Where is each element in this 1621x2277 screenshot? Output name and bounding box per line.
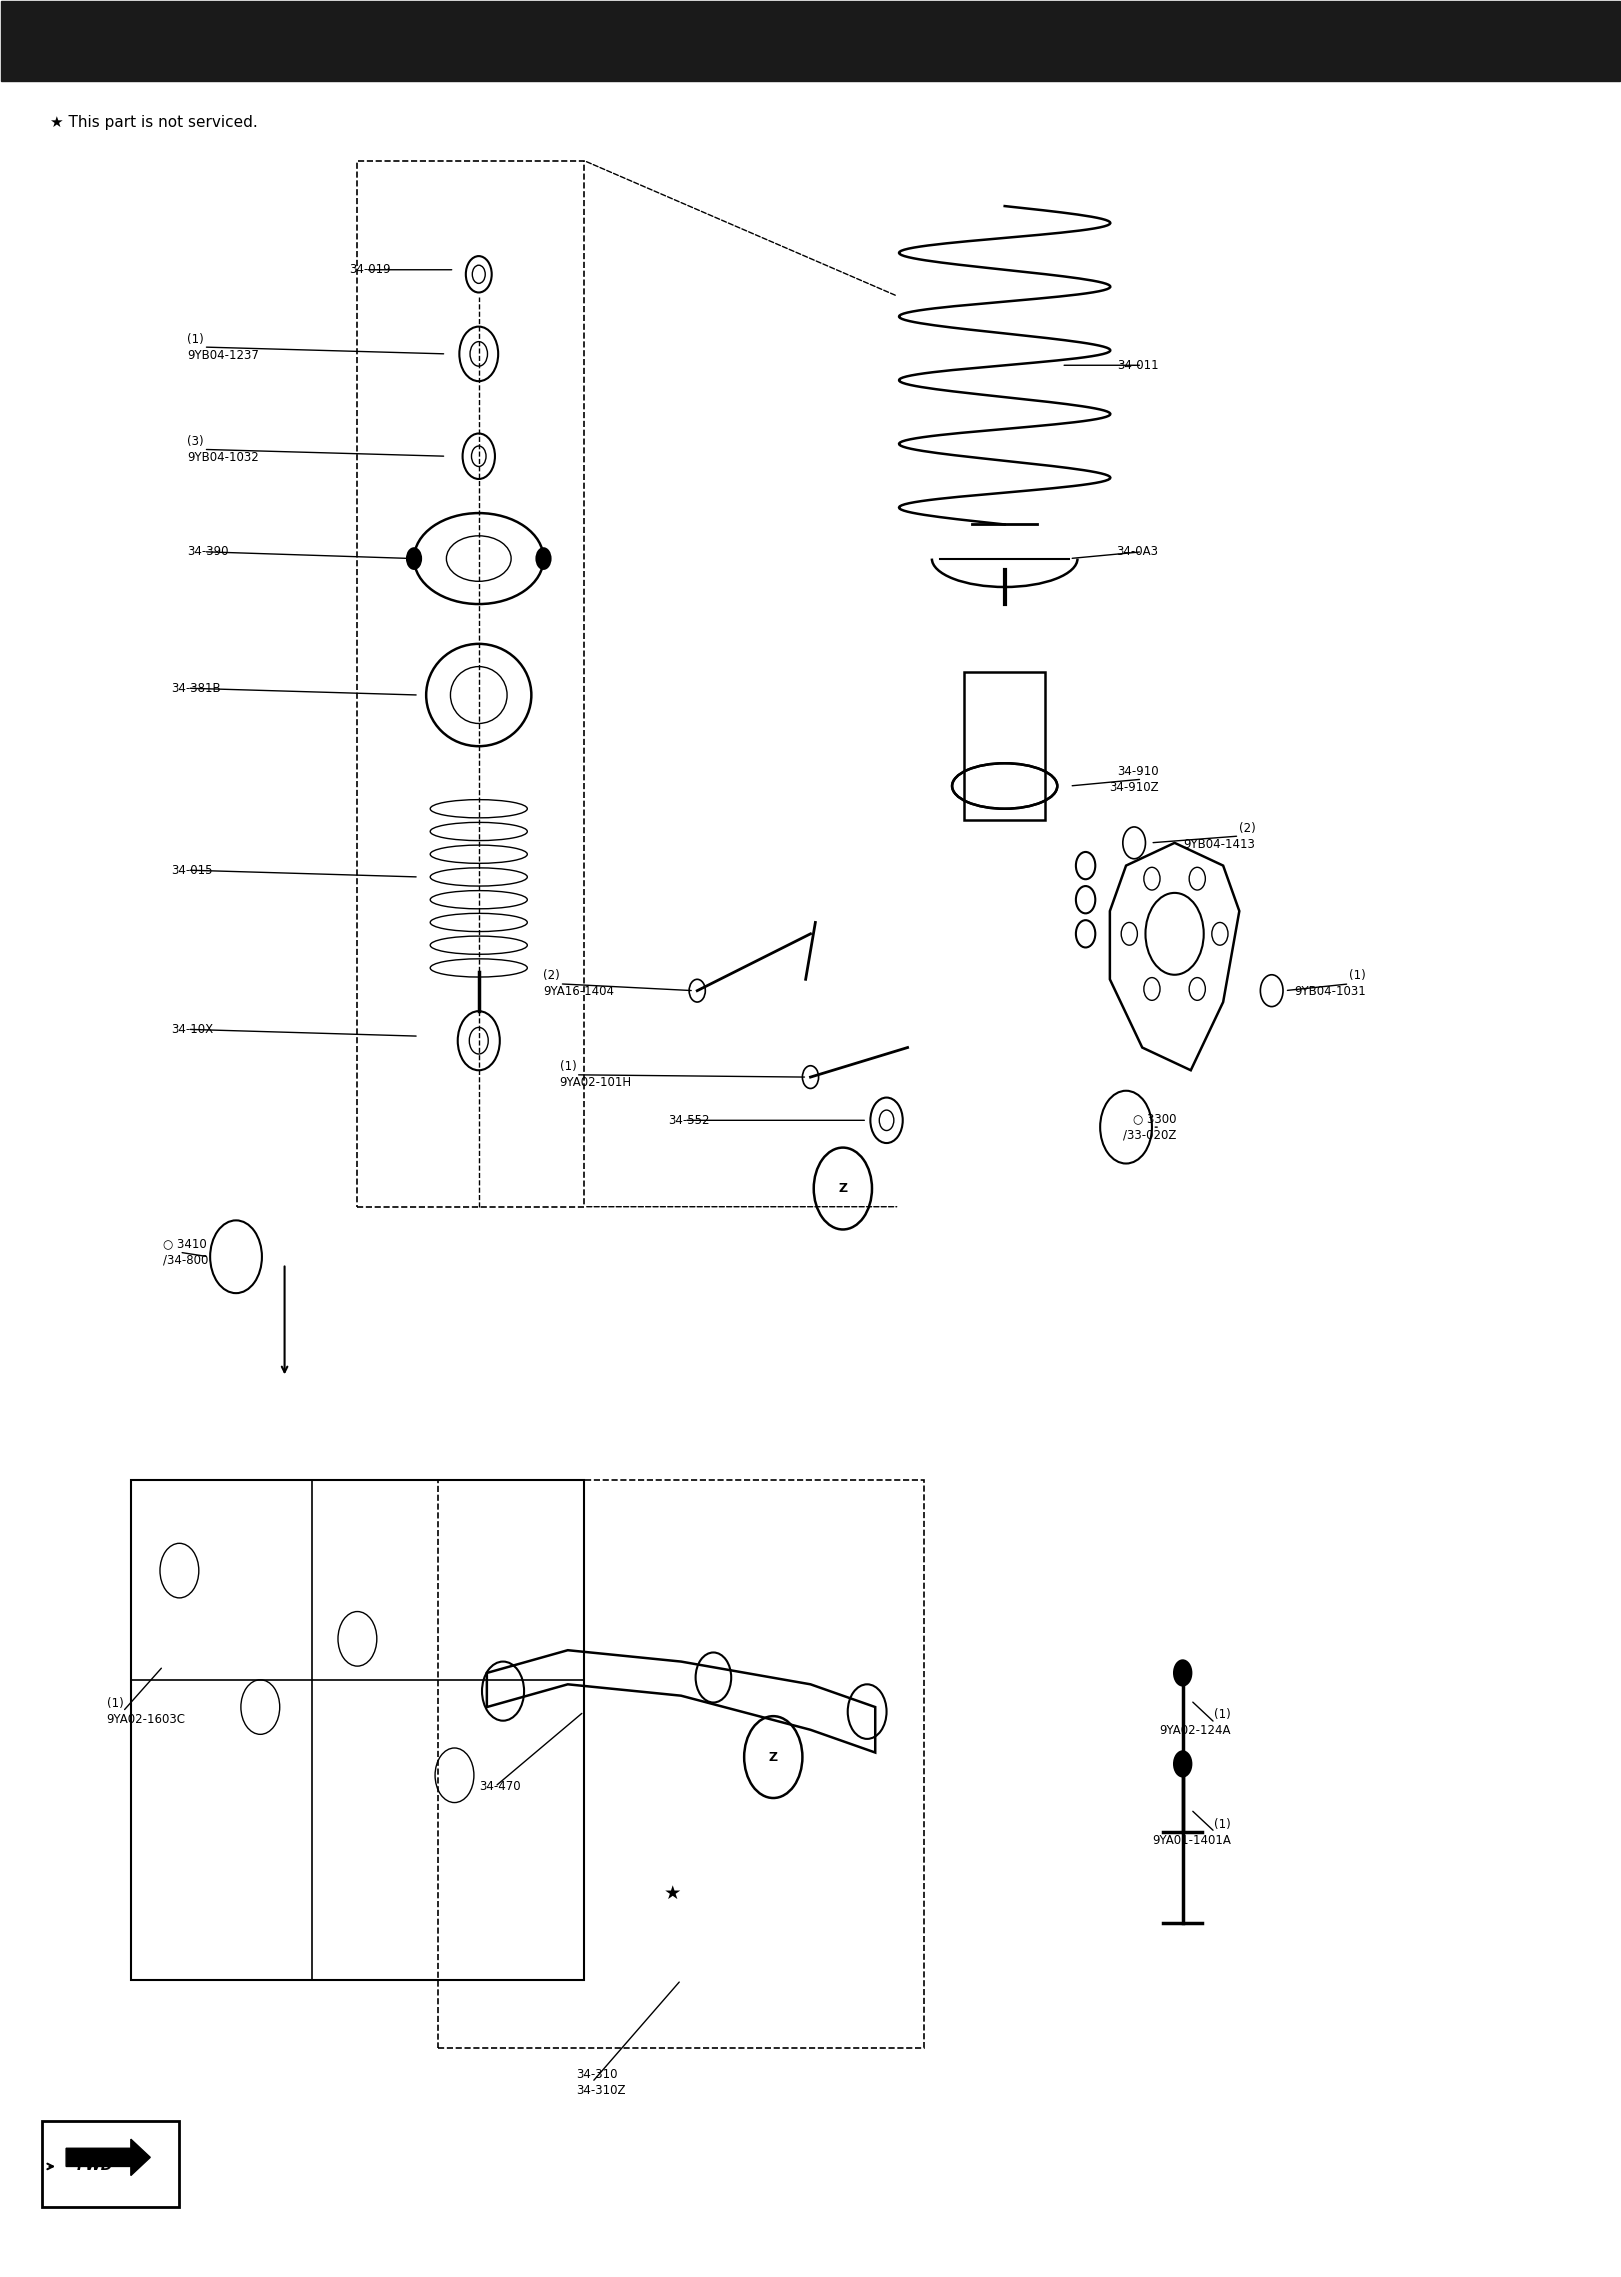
Text: 34-310
34-310Z: 34-310 34-310Z	[575, 2068, 626, 2097]
Text: (1)
9YB04-1237: (1) 9YB04-1237	[188, 332, 259, 362]
Text: 34-910
34-910Z: 34-910 34-910Z	[1109, 765, 1159, 795]
Circle shape	[535, 546, 551, 569]
Text: 34-0A3: 34-0A3	[1117, 544, 1159, 558]
Circle shape	[1174, 1660, 1193, 1687]
Text: (1)
9YA01-1401A: (1) 9YA01-1401A	[1153, 1817, 1232, 1847]
Text: FWD: FWD	[91, 2149, 126, 2165]
Text: FWD: FWD	[78, 2159, 113, 2175]
Text: ★: ★	[665, 1883, 682, 1904]
Text: (2)
9YB04-1413: (2) 9YB04-1413	[1183, 822, 1256, 852]
Circle shape	[1174, 1751, 1193, 1778]
Bar	[131, 1480, 584, 1981]
Bar	[964, 672, 1046, 820]
Bar	[2, 2, 1619, 82]
Circle shape	[405, 546, 421, 569]
Text: 34-015: 34-015	[172, 863, 212, 877]
Text: ○ 3300
/33-020Z: ○ 3300 /33-020Z	[1123, 1113, 1177, 1141]
Text: 34-011: 34-011	[1117, 360, 1159, 371]
Text: (1)
9YA02-124A: (1) 9YA02-124A	[1159, 1708, 1232, 1737]
Text: (1)
9YB04-1031: (1) 9YB04-1031	[1294, 970, 1365, 997]
Text: 34-10X: 34-10X	[172, 1022, 214, 1036]
Text: ★ This part is not serviced.: ★ This part is not serviced.	[50, 116, 258, 130]
Text: (1)
9YA02-101H: (1) 9YA02-101H	[559, 1061, 632, 1088]
Text: 34-381B: 34-381B	[172, 681, 220, 694]
Text: ○ 3410
/34-800: ○ 3410 /34-800	[164, 1239, 209, 1266]
Text: 34-470: 34-470	[478, 1781, 520, 1794]
Text: (3)
9YB04-1032: (3) 9YB04-1032	[188, 435, 259, 465]
Text: 34-019: 34-019	[349, 264, 391, 276]
Text: 34-390: 34-390	[188, 544, 229, 558]
Text: Z: Z	[838, 1182, 848, 1195]
Text: 34-552: 34-552	[668, 1113, 710, 1127]
Text: (1)
9YA02-1603C: (1) 9YA02-1603C	[107, 1696, 185, 1726]
Text: (2)
9YA16-1404: (2) 9YA16-1404	[543, 970, 614, 997]
Text: Z: Z	[768, 1751, 778, 1765]
FancyArrow shape	[66, 2138, 151, 2175]
Bar	[42, 2120, 180, 2206]
